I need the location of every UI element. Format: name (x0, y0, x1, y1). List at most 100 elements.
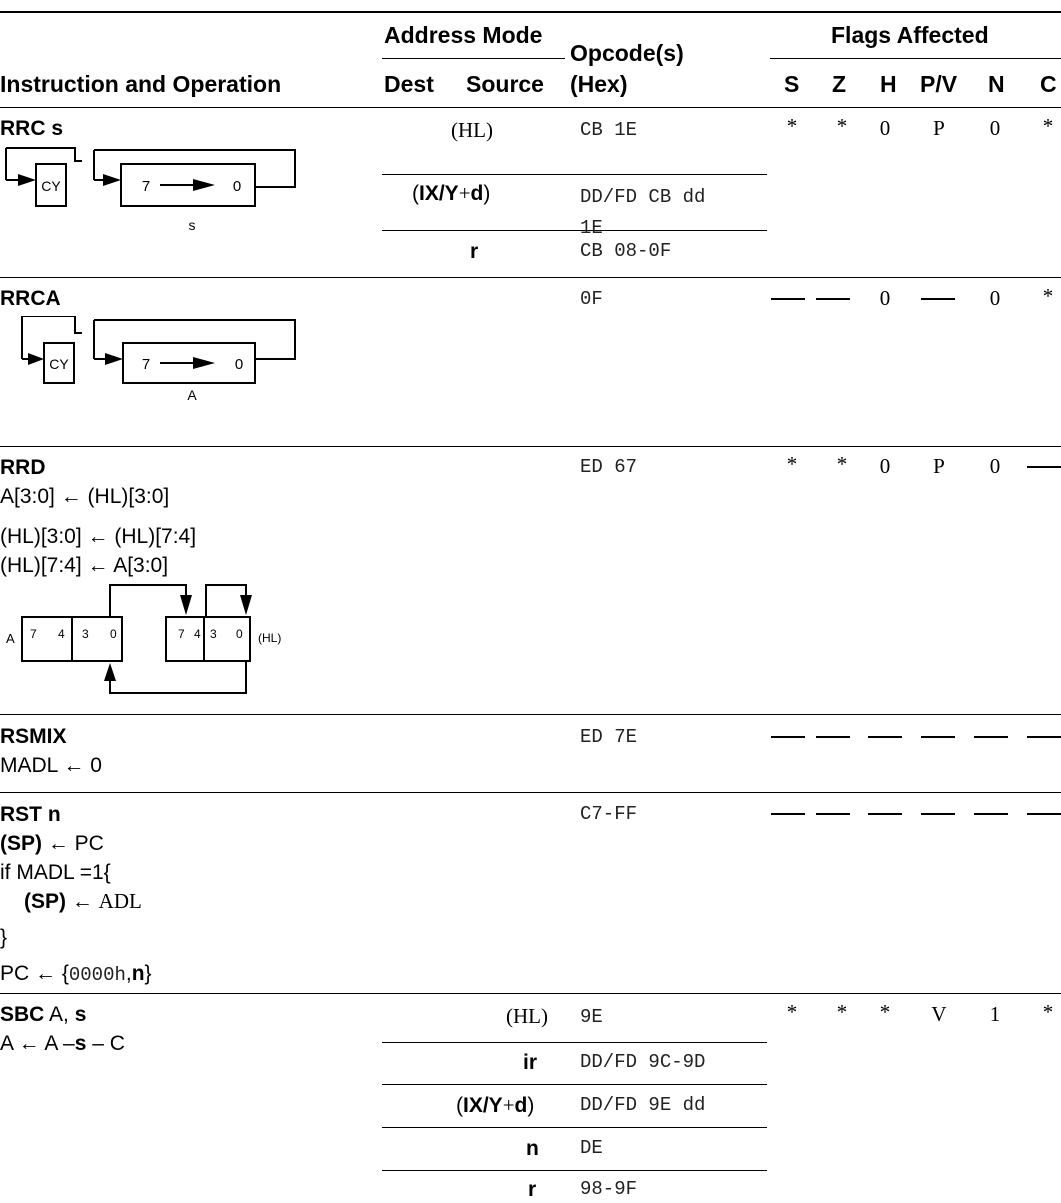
rsmix-mnemonic: RSMIX (0, 725, 67, 748)
rrca-bit-7: 7 (142, 356, 150, 373)
sbc-source-hl: (HL) (506, 1004, 548, 1028)
rsmix-flag-h-dash (868, 736, 902, 738)
rrd-op-3: (HL)[7:4] ← A[3:0] (0, 554, 169, 577)
rrd-reg-hl-label: (HL) (258, 631, 281, 645)
sbc-source-ixy: (IX/Y+d) (456, 1093, 535, 1117)
sbc-flag-z: * (836, 1000, 848, 1024)
rrc-flag-s: * (786, 114, 798, 138)
rsmix-flag-n-dash (974, 736, 1008, 738)
rrc-rotate-diagram: CY 7 0 s (5, 147, 296, 233)
rrc-opcode-ixy-line2: 1E (580, 217, 603, 239)
rst-flag-z-dash (816, 813, 850, 815)
sbc-mnemonic: SBC A, s (0, 1003, 87, 1026)
sbc-source-ir: ir (523, 1051, 538, 1074)
rrd-flag-pv: P (933, 454, 945, 478)
flags-affected-rule (770, 58, 1061, 59)
rrd-flag-c-dash (1027, 466, 1061, 468)
rrc-opcode-ixy-line1: DD/FD CB dd (580, 186, 706, 208)
rrc-flag-n: 0 (989, 116, 1001, 140)
rst-flag-pv-dash (921, 813, 955, 815)
sbc-flag-c: * (1042, 1000, 1054, 1024)
rrc-flag-c: * (1042, 114, 1054, 138)
svg-text:3: 3 (82, 627, 89, 641)
rsmix-flag-z-dash (816, 736, 850, 738)
rst-flag-c-dash (1027, 813, 1061, 815)
rrca-flag-h: 0 (879, 286, 891, 310)
rrc-mnemonic: RRC s (0, 117, 64, 140)
rst-flag-n-dash (974, 813, 1008, 815)
svg-text:4: 4 (58, 627, 65, 641)
rst-op-4: } (0, 926, 8, 949)
header-address-mode: Address Mode (384, 22, 543, 48)
rrd-flag-z: * (836, 452, 848, 476)
rrd-reg-a-label: A (6, 631, 15, 646)
rsmix-flag-c-dash (1027, 736, 1061, 738)
rrc-mode-rule-2 (382, 230, 767, 231)
header-flag-h: H (880, 71, 897, 97)
sbc-mode-rule-2 (382, 1084, 767, 1085)
address-mode-rule (382, 58, 565, 59)
sbc-flag-h: * (879, 1000, 891, 1024)
sbc-flag-n: 1 (989, 1002, 1001, 1026)
sbc-mode-rule-4 (382, 1170, 767, 1171)
sbc-opcode-r: 98-9F (580, 1178, 638, 1200)
rrd-nibble-diagram: A 7 4 3 0 7 4 3 0 (HL) (6, 584, 281, 694)
svg-text:7: 7 (178, 627, 185, 641)
sbc-opcode-n: DE (580, 1137, 603, 1159)
rst-op-2: if MADL =1{ (0, 861, 111, 884)
header-flag-n: N (988, 71, 1005, 97)
sbc-flag-s: * (786, 1000, 798, 1024)
rrd-flag-s: * (786, 452, 798, 476)
rrca-mnemonic: RRCA (0, 287, 61, 310)
rrc-source-hl: (HL) (451, 118, 493, 142)
rst-flag-s-dash (771, 813, 805, 815)
sbc-opcode-ir: DD/FD 9C-9D (580, 1051, 706, 1073)
rrc-register-label: s (189, 217, 196, 233)
sbc-mode-rule-1 (382, 1042, 767, 1043)
row-rule-rrca (0, 277, 1061, 278)
rsmix-opcode: ED 7E (580, 726, 638, 748)
rrca-register-label: A (187, 387, 197, 403)
rsmix-op: MADL ← 0 (0, 754, 102, 777)
sbc-opcode-ixy: DD/FD 9E dd (580, 1094, 706, 1116)
rst-flag-h-dash (868, 813, 902, 815)
rrd-mnemonic: RRD (0, 456, 46, 479)
table-top-rule (0, 11, 1061, 13)
header-dest: Dest (384, 71, 434, 97)
rst-opcode: C7-FF (580, 803, 638, 825)
rrca-opcode: 0F (580, 288, 603, 310)
sbc-opcode-hl: 9E (580, 1006, 603, 1028)
sbc-source-n: n (526, 1137, 539, 1160)
sbc-mode-rule-3 (382, 1127, 767, 1128)
rst-op-5: PC ← {0000h,n} (0, 962, 152, 986)
header-flag-z: Z (832, 71, 847, 97)
sbc-source-r: r (528, 1178, 537, 1201)
rrc-flag-h: 0 (879, 116, 891, 140)
rrca-flag-s-dash (771, 298, 805, 300)
rst-op-1: (SP) ← PC (0, 832, 104, 855)
header-opcodes: Opcode(s) (570, 40, 684, 66)
svg-text:7: 7 (30, 627, 37, 641)
row-rule-rrd (0, 446, 1061, 447)
header-hex: (Hex) (570, 71, 628, 97)
rrca-cy-label: CY (49, 356, 69, 372)
rrca-flag-z-dash (816, 298, 850, 300)
rrc-cy-label: CY (41, 178, 61, 194)
header-instruction-and-operation: Instruction and Operation (0, 71, 282, 97)
rrc-flag-pv: P (933, 116, 945, 140)
rrca-flag-c: * (1042, 284, 1054, 308)
rrd-flag-h: 0 (879, 454, 891, 478)
rsmix-flag-pv-dash (921, 736, 955, 738)
rrca-flag-n: 0 (989, 286, 1001, 310)
sbc-op: A ← A –s – C (0, 1032, 125, 1055)
rst-op-3: (SP) ← ADL (24, 889, 142, 913)
svg-text:4: 4 (194, 627, 201, 641)
header-flag-c: C (1040, 71, 1057, 97)
rrca-flag-pv-dash (921, 298, 955, 300)
header-flag-pv: P/V (920, 71, 958, 97)
rrca-rotate-diagram: CY 7 0 A (21, 316, 296, 403)
rst-mnemonic: RST n (0, 803, 61, 826)
rsmix-flag-s-dash (771, 736, 805, 738)
header-bottom-rule (0, 107, 1061, 108)
rrc-flag-z: * (836, 114, 848, 138)
